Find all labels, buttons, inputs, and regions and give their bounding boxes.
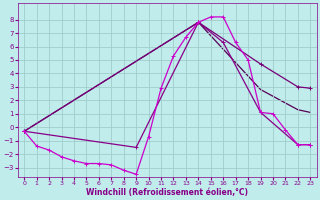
X-axis label: Windchill (Refroidissement éolien,°C): Windchill (Refroidissement éolien,°C): [86, 188, 248, 197]
